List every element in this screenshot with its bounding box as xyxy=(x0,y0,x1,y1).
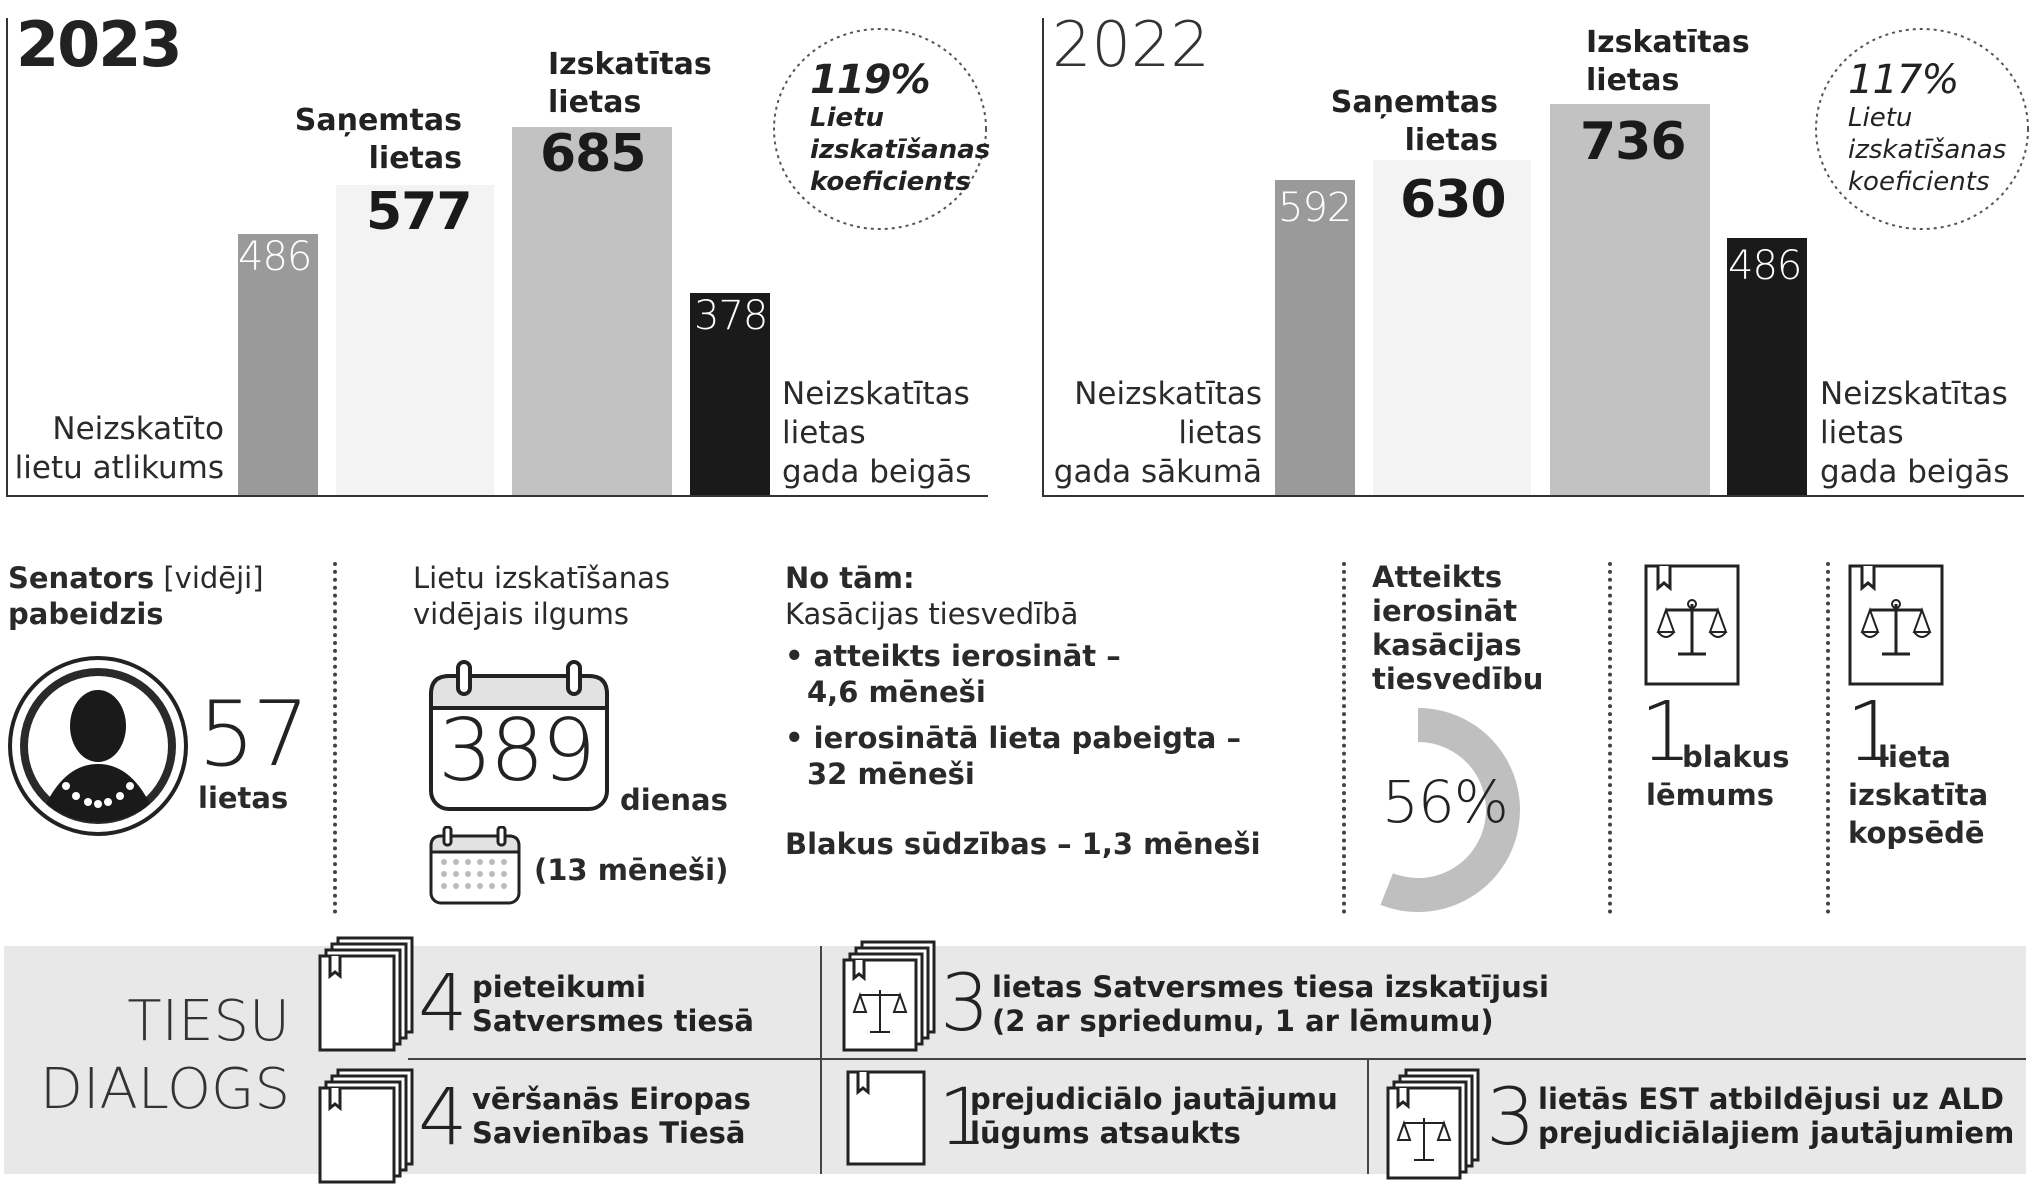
side-decisions-number: 1 xyxy=(1640,685,1692,780)
dialog-r2c3-number: 3 xyxy=(1486,1073,1536,1163)
scales-stack-icon-1 xyxy=(842,940,936,1052)
dialog-r2c2-text: prejudiciālo jautājumu lūgums atsaukts xyxy=(970,1082,1338,1150)
received-label-2022: Saņemtas lietas xyxy=(1330,85,1498,158)
dialog-r1c1-text: pieteikumi Satversmes tiesā xyxy=(472,970,754,1038)
scales-document-icon-2 xyxy=(1848,564,1944,686)
divider-4 xyxy=(1826,562,1830,914)
dialog-r2c3-text: lietās EST atbildējusi uz ALD prejudiciāl… xyxy=(1538,1082,2015,1150)
value-end-2023: 378 xyxy=(694,293,768,339)
calendar-large-icon xyxy=(429,660,609,811)
value-start-2023: 486 xyxy=(238,234,312,280)
label-end-2022: Neizskatītas lietas gada beigās xyxy=(1820,376,2010,490)
scales-stack-icon-2 xyxy=(1386,1068,1480,1180)
divider-1 xyxy=(333,562,337,914)
coef-2022: 117% Lietu izskatīšanas koeficients xyxy=(1848,57,2007,197)
senator-number: 57 xyxy=(198,682,310,787)
duration-days: 389 xyxy=(438,701,596,801)
senator-avatar-icon xyxy=(8,656,188,836)
divider-2 xyxy=(1342,562,1346,914)
dialog-r2c2-number: 1 xyxy=(938,1073,988,1163)
reviewed-label-2023: Izskatītas lietas xyxy=(548,47,712,120)
calendar-small-icon xyxy=(429,826,521,905)
dialog-title: TIESU DIALOGS xyxy=(39,989,290,1122)
refused-title: Atteikts ierosināt kasācijas tiesvedību xyxy=(1372,560,1544,696)
duration-title: Lietu izskatīšanas vidējais ilgums xyxy=(413,561,671,631)
senator-unit: lietas xyxy=(198,781,289,815)
label-start-2022: Neizskatītas lietas gada sākumā xyxy=(1053,376,1262,490)
axis-bottom-2023 xyxy=(6,495,988,497)
received-label-2023: Saņemtas lietas xyxy=(294,103,462,176)
value-received-2022: 630 xyxy=(1400,170,1507,230)
breakdown: No tām: Kasācijas tiesvedībā • atteikts … xyxy=(785,561,1261,861)
dialog-r1c2-number: 3 xyxy=(940,959,990,1049)
bar-end-2023 xyxy=(690,293,770,495)
axis-left-2023 xyxy=(6,18,8,496)
bar-reviewed-2022 xyxy=(1550,104,1710,495)
reviewed-label-2022: Izskatītas lietas xyxy=(1586,25,1750,98)
senator-title: Senators [vidēji] pabeidzis xyxy=(8,561,264,631)
coef-pct-2023: 119% xyxy=(810,57,931,103)
bar-reviewed-2023 xyxy=(512,127,672,495)
bar-received-2023 xyxy=(336,185,494,495)
year-2022: 2022 xyxy=(1052,8,1210,81)
refused-pct: 56% xyxy=(1382,768,1509,836)
dialog-row-divider xyxy=(408,1058,2026,1060)
dialog-col-divider-1 xyxy=(820,946,822,1174)
value-reviewed-2023: 685 xyxy=(540,124,647,184)
coef-pct-2022: 117% xyxy=(1848,57,1959,103)
label-start-2023: Neizskatīto lietu atlikums xyxy=(14,411,224,486)
coef-circle-2023 xyxy=(773,28,987,230)
year-2023: 2023 xyxy=(16,8,183,81)
duration-days-unit: dienas xyxy=(620,783,728,817)
axis-bottom-2022 xyxy=(1042,495,2024,497)
dialog-r1c2-text: lietas Satversmes tiesa izskatījusi (2 ar… xyxy=(992,970,1549,1038)
axis-left-2022 xyxy=(1042,18,1044,496)
value-received-2023: 577 xyxy=(366,182,473,242)
bar-start-2022 xyxy=(1275,180,1355,495)
duration-months: (13 mēneši) xyxy=(534,853,729,887)
label-end-2023: Neizskatītas lietas gada beigās xyxy=(782,376,972,490)
document-stack-icon-2 xyxy=(318,1068,414,1184)
value-start-2022: 592 xyxy=(1278,185,1352,231)
refused-gauge xyxy=(1380,708,1520,912)
dialog-r1c1-number: 4 xyxy=(418,959,468,1049)
coef-circle-2022 xyxy=(1815,28,2029,230)
divider-3 xyxy=(1608,562,1612,914)
value-end-2022: 486 xyxy=(1728,243,1802,289)
dialog-r2c1-number: 4 xyxy=(418,1073,468,1163)
joint-session-label: lieta izskatīta kopsēdē xyxy=(1848,740,1989,850)
bar-end-2022 xyxy=(1727,238,1807,495)
scales-document-icon-1 xyxy=(1644,564,1740,686)
document-stack-icon-1 xyxy=(318,936,414,1052)
bar-received-2022 xyxy=(1373,160,1531,495)
bar-start-2023 xyxy=(238,234,318,495)
document-icon xyxy=(846,1070,926,1166)
joint-session-number: 1 xyxy=(1846,685,1898,780)
dialog-r2c1-text: vēršanās Eiropas Savienības Tiesā xyxy=(472,1082,751,1150)
coef-2023: 119% Lietu izskatīšanas koeficients xyxy=(810,57,991,197)
value-reviewed-2022: 736 xyxy=(1580,112,1687,172)
side-decisions-label: blakus lēmums xyxy=(1646,740,1790,812)
dialog-col-divider-2 xyxy=(1367,1060,1369,1174)
